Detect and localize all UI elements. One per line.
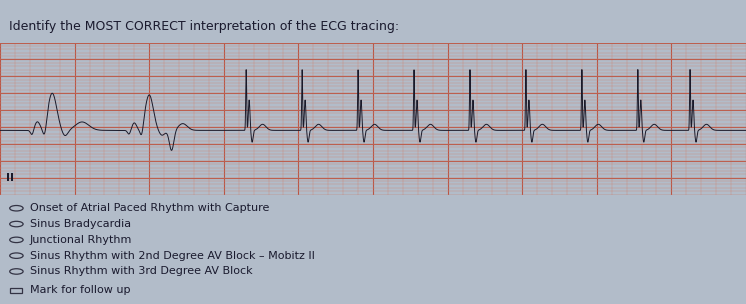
Text: II: II [6, 173, 14, 183]
Text: Onset of Atrial Paced Rhythm with Capture: Onset of Atrial Paced Rhythm with Captur… [30, 203, 269, 213]
Text: Identify the MOST CORRECT interpretation of the ECG tracing:: Identify the MOST CORRECT interpretation… [9, 20, 399, 33]
Text: Sinus Bradycardia: Sinus Bradycardia [30, 219, 131, 229]
Text: Sinus Rhythm with 2nd Degree AV Block – Mobitz II: Sinus Rhythm with 2nd Degree AV Block – … [30, 251, 315, 261]
Text: Junctional Rhythm: Junctional Rhythm [30, 235, 132, 245]
Text: Mark for follow up: Mark for follow up [30, 285, 131, 295]
Text: Sinus Rhythm with 3rd Degree AV Block: Sinus Rhythm with 3rd Degree AV Block [30, 267, 252, 276]
